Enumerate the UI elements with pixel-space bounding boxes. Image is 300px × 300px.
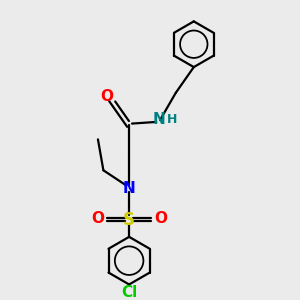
Text: O: O [154, 211, 167, 226]
Text: N: N [153, 112, 166, 127]
Text: H: H [167, 112, 178, 126]
Text: S: S [123, 211, 135, 229]
Text: Cl: Cl [121, 285, 137, 300]
Text: O: O [100, 89, 113, 104]
Text: N: N [123, 181, 136, 196]
Text: O: O [91, 211, 104, 226]
